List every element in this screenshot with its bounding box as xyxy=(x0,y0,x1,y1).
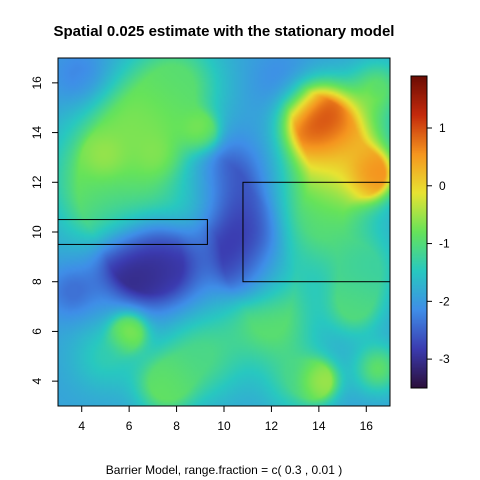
x-tick-label: 14 xyxy=(312,419,326,433)
colorbar-axis: 1 0 -1 -2 -3 xyxy=(427,121,450,366)
colorbar-tick-label: 1 xyxy=(439,121,446,135)
colorbar-frame xyxy=(410,75,428,389)
x-tick-label: 8 xyxy=(173,419,180,433)
colorbar-gradient xyxy=(411,76,427,388)
colorbar-tick-label: -1 xyxy=(439,237,450,251)
colorbar-tick-label: -3 xyxy=(439,352,450,366)
x-tick-label: 10 xyxy=(217,419,231,433)
y-tick-label: 12 xyxy=(30,175,44,189)
y-tick-label: 16 xyxy=(30,76,44,90)
colorbar-tick-label: -2 xyxy=(439,294,450,308)
y-tick-label: 6 xyxy=(30,328,44,335)
chart-caption: Barrier Model, range.fraction = c( 0.3 ,… xyxy=(106,463,342,477)
colorbar: 1 0 -1 -2 -3 xyxy=(410,75,450,389)
y-tick-label: 8 xyxy=(30,278,44,285)
y-axis: 4 6 8 10 12 14 16 xyxy=(30,76,59,384)
y-tick-label: 4 xyxy=(30,377,44,384)
x-tick-label: 12 xyxy=(265,419,279,433)
plot-area xyxy=(57,57,391,407)
y-tick-label: 14 xyxy=(30,126,44,140)
x-axis: 4 6 8 10 12 14 16 xyxy=(78,405,374,433)
chart-title: Spatial 0.025 estimate with the stationa… xyxy=(54,23,395,40)
x-tick-label: 6 xyxy=(126,419,133,433)
y-tick-label: 10 xyxy=(30,225,44,239)
x-tick-label: 16 xyxy=(360,419,374,433)
colorbar-tick-label: 0 xyxy=(439,179,446,193)
x-tick-label: 4 xyxy=(78,419,85,433)
heatmap-field xyxy=(58,58,390,406)
